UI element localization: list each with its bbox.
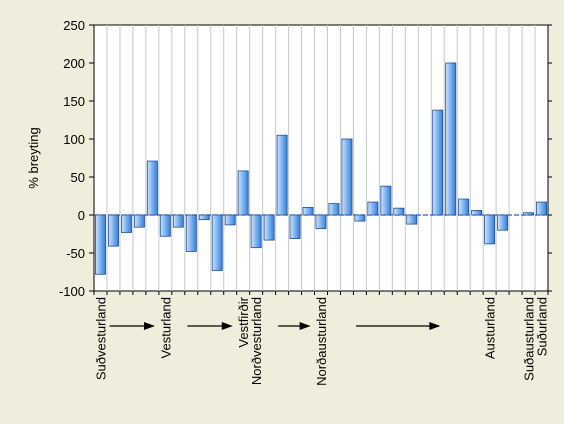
arrow-head bbox=[429, 322, 441, 330]
bar bbox=[133, 214, 145, 228]
y-tick-label: -50 bbox=[66, 246, 85, 261]
x-category-label: Vesturland bbox=[158, 297, 173, 358]
y-tick-label: 100 bbox=[63, 132, 85, 147]
bar bbox=[445, 62, 457, 216]
y-tick-label: 200 bbox=[63, 56, 85, 71]
x-category-label: Vestfirðir bbox=[236, 296, 251, 347]
bar bbox=[289, 214, 301, 239]
bar bbox=[380, 185, 392, 216]
y-tick-label: -100 bbox=[59, 284, 85, 299]
bar bbox=[471, 210, 483, 216]
bar bbox=[146, 160, 158, 216]
arrow-head bbox=[143, 322, 155, 330]
y-tick-label: 50 bbox=[71, 170, 85, 185]
y-tick-label: 150 bbox=[63, 94, 85, 109]
bar bbox=[159, 214, 171, 237]
y-axis-label: % breyting bbox=[26, 127, 41, 188]
bar bbox=[458, 198, 470, 216]
x-category-label: Suðausturland bbox=[522, 297, 537, 381]
bar bbox=[406, 214, 418, 225]
bar bbox=[263, 214, 275, 241]
bar bbox=[237, 170, 249, 216]
bar bbox=[367, 201, 379, 216]
bar bbox=[393, 207, 405, 216]
bar bbox=[107, 214, 119, 247]
bar bbox=[172, 214, 184, 228]
bar bbox=[302, 206, 314, 216]
bar bbox=[250, 214, 262, 249]
bar bbox=[211, 214, 223, 271]
x-category-label: Austurland bbox=[483, 297, 498, 359]
bar bbox=[185, 214, 197, 252]
y-tick-label: 0 bbox=[78, 208, 85, 223]
bar bbox=[484, 214, 496, 245]
bar bbox=[198, 214, 210, 220]
bar bbox=[432, 109, 444, 216]
bar bbox=[354, 214, 366, 222]
bar bbox=[341, 138, 353, 216]
bar bbox=[276, 134, 288, 216]
bar bbox=[120, 214, 132, 233]
x-category-label: Suðurland bbox=[535, 297, 550, 356]
bar bbox=[536, 201, 547, 216]
bar bbox=[523, 212, 535, 216]
bar bbox=[315, 214, 327, 230]
bar bbox=[224, 214, 236, 226]
x-category-label: Suðvesturland bbox=[93, 297, 108, 380]
y-tick-label: 250 bbox=[63, 18, 85, 33]
arrow-head bbox=[221, 322, 233, 330]
arrow-head bbox=[299, 322, 311, 330]
plot-area bbox=[93, 24, 549, 292]
bar bbox=[328, 203, 340, 216]
bar bbox=[497, 214, 509, 231]
bar bbox=[95, 214, 106, 275]
x-category-label: Norðausturland bbox=[314, 297, 329, 386]
x-category-label: Norðvesturland bbox=[249, 297, 264, 385]
